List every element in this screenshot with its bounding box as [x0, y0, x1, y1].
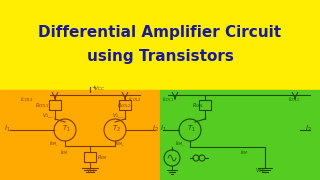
Bar [119, 100, 131, 110]
Text: $I_{EM_1}$: $I_{EM_1}$ [49, 139, 59, 148]
Text: $I_{COL2}$: $I_{COL2}$ [128, 95, 141, 104]
Text: $I_{COL2}$: $I_{COL2}$ [288, 95, 300, 104]
Text: Differential Amplifier Circuit: Differential Amplifier Circuit [38, 24, 282, 39]
Bar [49, 100, 61, 110]
Text: $I_{EM_2}$: $I_{EM_2}$ [115, 139, 125, 148]
Text: $R_{COL1}$: $R_{COL1}$ [35, 101, 49, 110]
Text: $V_{EE}$: $V_{EE}$ [255, 166, 266, 175]
Bar [0, 0, 320, 92]
Text: $I_{EM}$: $I_{EM}$ [60, 148, 68, 157]
Text: using Transistors: using Transistors [87, 48, 233, 64]
Text: $I_1$: $I_1$ [4, 124, 11, 134]
Text: $I_2$: $I_2$ [305, 124, 312, 134]
Text: $I_{COL1}$: $I_{COL1}$ [20, 95, 33, 104]
Text: $I_{EM_1}$: $I_{EM_1}$ [175, 139, 185, 148]
Bar [199, 100, 211, 110]
Text: $V_{EE}$: $V_{EE}$ [86, 166, 97, 175]
Text: $T_1$: $T_1$ [187, 124, 196, 134]
Text: $R_{EM}$: $R_{EM}$ [97, 153, 108, 162]
Text: +: + [91, 85, 96, 90]
Bar [0, 90, 160, 180]
Text: $V_{CC}$: $V_{CC}$ [93, 84, 105, 93]
Text: $V_{1_{OUT}}$: $V_{1_{OUT}}$ [42, 111, 55, 121]
Text: $T_2$: $T_2$ [112, 124, 121, 134]
Bar [160, 90, 320, 180]
Bar [84, 152, 96, 162]
Text: $I_{COL1}$: $I_{COL1}$ [162, 95, 174, 104]
Text: $I_2$: $I_2$ [152, 124, 159, 134]
Text: $V_{2_{OUT}}$: $V_{2_{OUT}}$ [112, 111, 125, 121]
Text: $R_{COL}$: $R_{COL}$ [192, 101, 204, 110]
Text: $I_1$: $I_1$ [160, 124, 167, 134]
Text: $R_{COL2}$: $R_{COL2}$ [117, 101, 131, 110]
Text: $I_{EM}$: $I_{EM}$ [240, 148, 248, 157]
Text: $T_1$: $T_1$ [62, 124, 71, 134]
